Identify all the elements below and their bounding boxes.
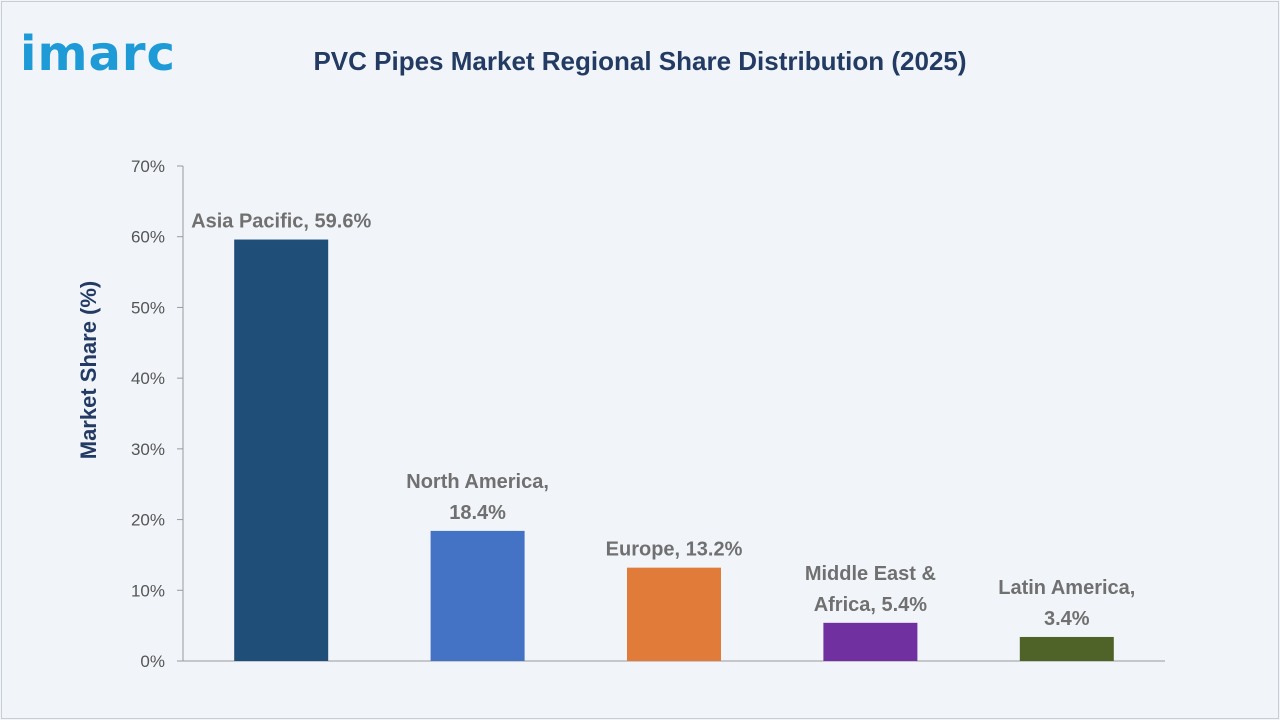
bar-data-label: Europe, 13.2% bbox=[606, 539, 743, 561]
bar-data-label: Asia Pacific, 59.6% bbox=[191, 211, 371, 233]
bars bbox=[234, 239, 1114, 662]
bar-data-label: 3.4% bbox=[1044, 608, 1090, 630]
y-tick-label: 10% bbox=[131, 581, 165, 600]
y-tick-label: 20% bbox=[131, 511, 165, 530]
y-axis: 0% 10% 20% 30% 40% 50% 60% 70% bbox=[131, 157, 1165, 671]
y-tick-label: 0% bbox=[140, 652, 165, 671]
bar-data-label: Africa, 5.4% bbox=[814, 594, 928, 616]
bar bbox=[823, 622, 918, 661]
y-tick-label: 40% bbox=[131, 369, 165, 388]
bar-data-label: North America, bbox=[406, 471, 549, 493]
data-labels: Asia Pacific, 59.6% North America, 18.4% Eu… bbox=[191, 211, 1135, 630]
bar bbox=[234, 239, 329, 662]
bar-data-label: Middle East & bbox=[805, 563, 936, 585]
y-axis-label: Market Share (%) bbox=[76, 281, 101, 460]
y-tick-label: 70% bbox=[131, 157, 165, 176]
bar bbox=[627, 567, 721, 661]
bar bbox=[1019, 636, 1114, 661]
bar-data-label: 18.4% bbox=[449, 502, 506, 524]
imarc-logo: imarc bbox=[20, 26, 176, 82]
bar-data-label: Latin America, bbox=[998, 577, 1135, 599]
y-tick-label: 50% bbox=[131, 298, 165, 317]
bar bbox=[430, 530, 525, 661]
y-tick-label: 60% bbox=[131, 228, 165, 247]
chart-title: PVC Pipes Market Regional Share Distribu… bbox=[313, 46, 967, 76]
y-tick-label: 30% bbox=[131, 440, 165, 459]
